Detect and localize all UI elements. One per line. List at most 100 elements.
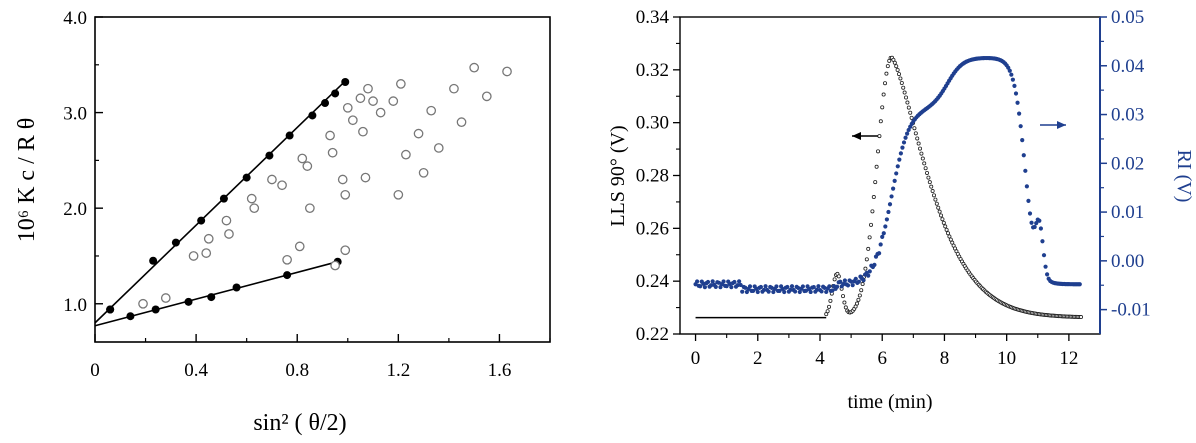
ri-point: [721, 279, 726, 284]
ri-point: [841, 281, 846, 287]
ri-point: [887, 202, 893, 207]
ri-point: [830, 288, 835, 293]
left-x-tick-label: 0.8: [285, 360, 309, 381]
left-x-tick-label: 1.6: [488, 360, 512, 381]
lls-point: [843, 305, 848, 310]
left-point-open: [201, 248, 212, 258]
left-point-open: [277, 180, 287, 191]
ri-point: [1017, 111, 1022, 116]
lls-point: [929, 184, 934, 189]
lls-point: [904, 95, 909, 100]
ri-point: [785, 284, 790, 290]
left-point-open: [502, 66, 512, 77]
ri-point: [698, 284, 703, 289]
left-point-filled: [207, 293, 216, 302]
ri-point: [878, 242, 883, 247]
left-point-open: [469, 62, 480, 73]
right-y-right-label: RI (V): [1173, 150, 1195, 203]
left-point-open: [327, 147, 338, 158]
lls-point: [883, 81, 888, 86]
ri-point: [877, 251, 882, 256]
left-point-open: [396, 79, 406, 89]
lls-point: [855, 301, 860, 306]
ri-point: [872, 262, 877, 268]
left-point-open: [325, 130, 335, 141]
left-ticks: 0 0.4 0.8 1.2 1.6 1.0 2.0 3.0 4.0: [63, 8, 551, 381]
ri-point: [1045, 272, 1050, 277]
ri-point: [709, 283, 714, 288]
left-point-open: [363, 83, 373, 94]
left-x-tick-label: 0.4: [184, 360, 208, 381]
right-x-tick-label: 12: [1059, 348, 1078, 369]
ri-point: [884, 217, 889, 222]
lls-point: [884, 71, 889, 76]
left-point-filled: [151, 305, 160, 314]
ri-point: [766, 289, 771, 294]
lls-point: [947, 234, 952, 239]
right-yl-tick-label: 0.22: [636, 324, 669, 345]
right-x-tick-label: 0: [691, 348, 701, 369]
left-point-open: [449, 83, 459, 94]
left-point-filled: [219, 194, 228, 203]
lls-point: [901, 85, 906, 90]
left-point-open: [340, 189, 351, 200]
lls-point: [948, 237, 953, 242]
left-point-open: [418, 167, 429, 178]
left-point-open: [302, 161, 313, 171]
ri-point: [838, 279, 843, 284]
ri-point: [906, 127, 911, 133]
ri-point: [892, 178, 897, 184]
left-point-filled: [184, 297, 193, 306]
lls-point: [915, 136, 920, 141]
right-yl-tick-label: 0.30: [636, 113, 669, 134]
left-y-tick-label: 2.0: [63, 199, 87, 220]
left-point-filled: [265, 151, 274, 160]
ri-point: [755, 289, 760, 295]
left-point-open: [282, 254, 292, 265]
ri-point: [729, 285, 734, 290]
chart-right: 0 2 4 6 8 10 12 0.22 0.24 0.26 0.28 0.30 0.32 0.34 -0.…: [607, 7, 1195, 413]
left-point-open: [224, 229, 234, 239]
left-x-tick-label: 0: [90, 360, 100, 381]
left-y-axis-label: 10⁶ K c / R θ: [14, 118, 40, 243]
right-yr-tick-label: 0.03: [1111, 105, 1144, 126]
left-point-open: [305, 203, 315, 214]
left-point-open: [249, 203, 260, 214]
lls-point: [878, 119, 883, 124]
ri-point: [740, 289, 745, 294]
left-point-open: [456, 117, 467, 127]
ri-point: [856, 279, 861, 284]
ri-point: [713, 284, 718, 289]
lls-point: [841, 294, 846, 299]
ri-point: [881, 231, 886, 236]
ri-point: [761, 287, 767, 293]
ri-point: [867, 269, 872, 274]
ri-point: [751, 288, 756, 294]
lls-point: [877, 134, 882, 139]
ri-point: [702, 285, 707, 290]
ri-point: [835, 284, 840, 289]
lls-point: [885, 64, 890, 69]
ri-point: [822, 285, 827, 291]
left-point-filled: [341, 78, 350, 86]
left-point-filled: [308, 111, 317, 120]
left-point-filled: [149, 256, 158, 265]
lls-point: [902, 90, 907, 95]
right-x-tick-label: 6: [877, 348, 887, 369]
right-ticks: 0 2 4 6 8 10 12 0.22 0.24 0.26 0.28 0.30 0.32 0.34 -0.…: [636, 7, 1151, 369]
left-point-filled: [285, 131, 294, 140]
chart-left: 0 0.4 0.8 1.2 1.6 1.0 2.0 3.0 4.0 sin² ( θ/2) 10…: [14, 8, 551, 436]
left-point-open: [330, 260, 340, 271]
right-yr-tick-label: 0.02: [1111, 153, 1144, 174]
ri-point: [903, 135, 908, 140]
ri-arrow-icon: [1040, 121, 1066, 129]
ri-point: [701, 281, 706, 286]
ri-point: [891, 186, 896, 191]
ri-point: [883, 224, 888, 229]
lls-point: [940, 217, 945, 222]
right-x-tick-label: 2: [753, 348, 763, 369]
left-point-open: [221, 215, 232, 226]
ri-point: [774, 284, 779, 289]
ri-point: [735, 283, 740, 288]
lls-point: [946, 231, 951, 236]
